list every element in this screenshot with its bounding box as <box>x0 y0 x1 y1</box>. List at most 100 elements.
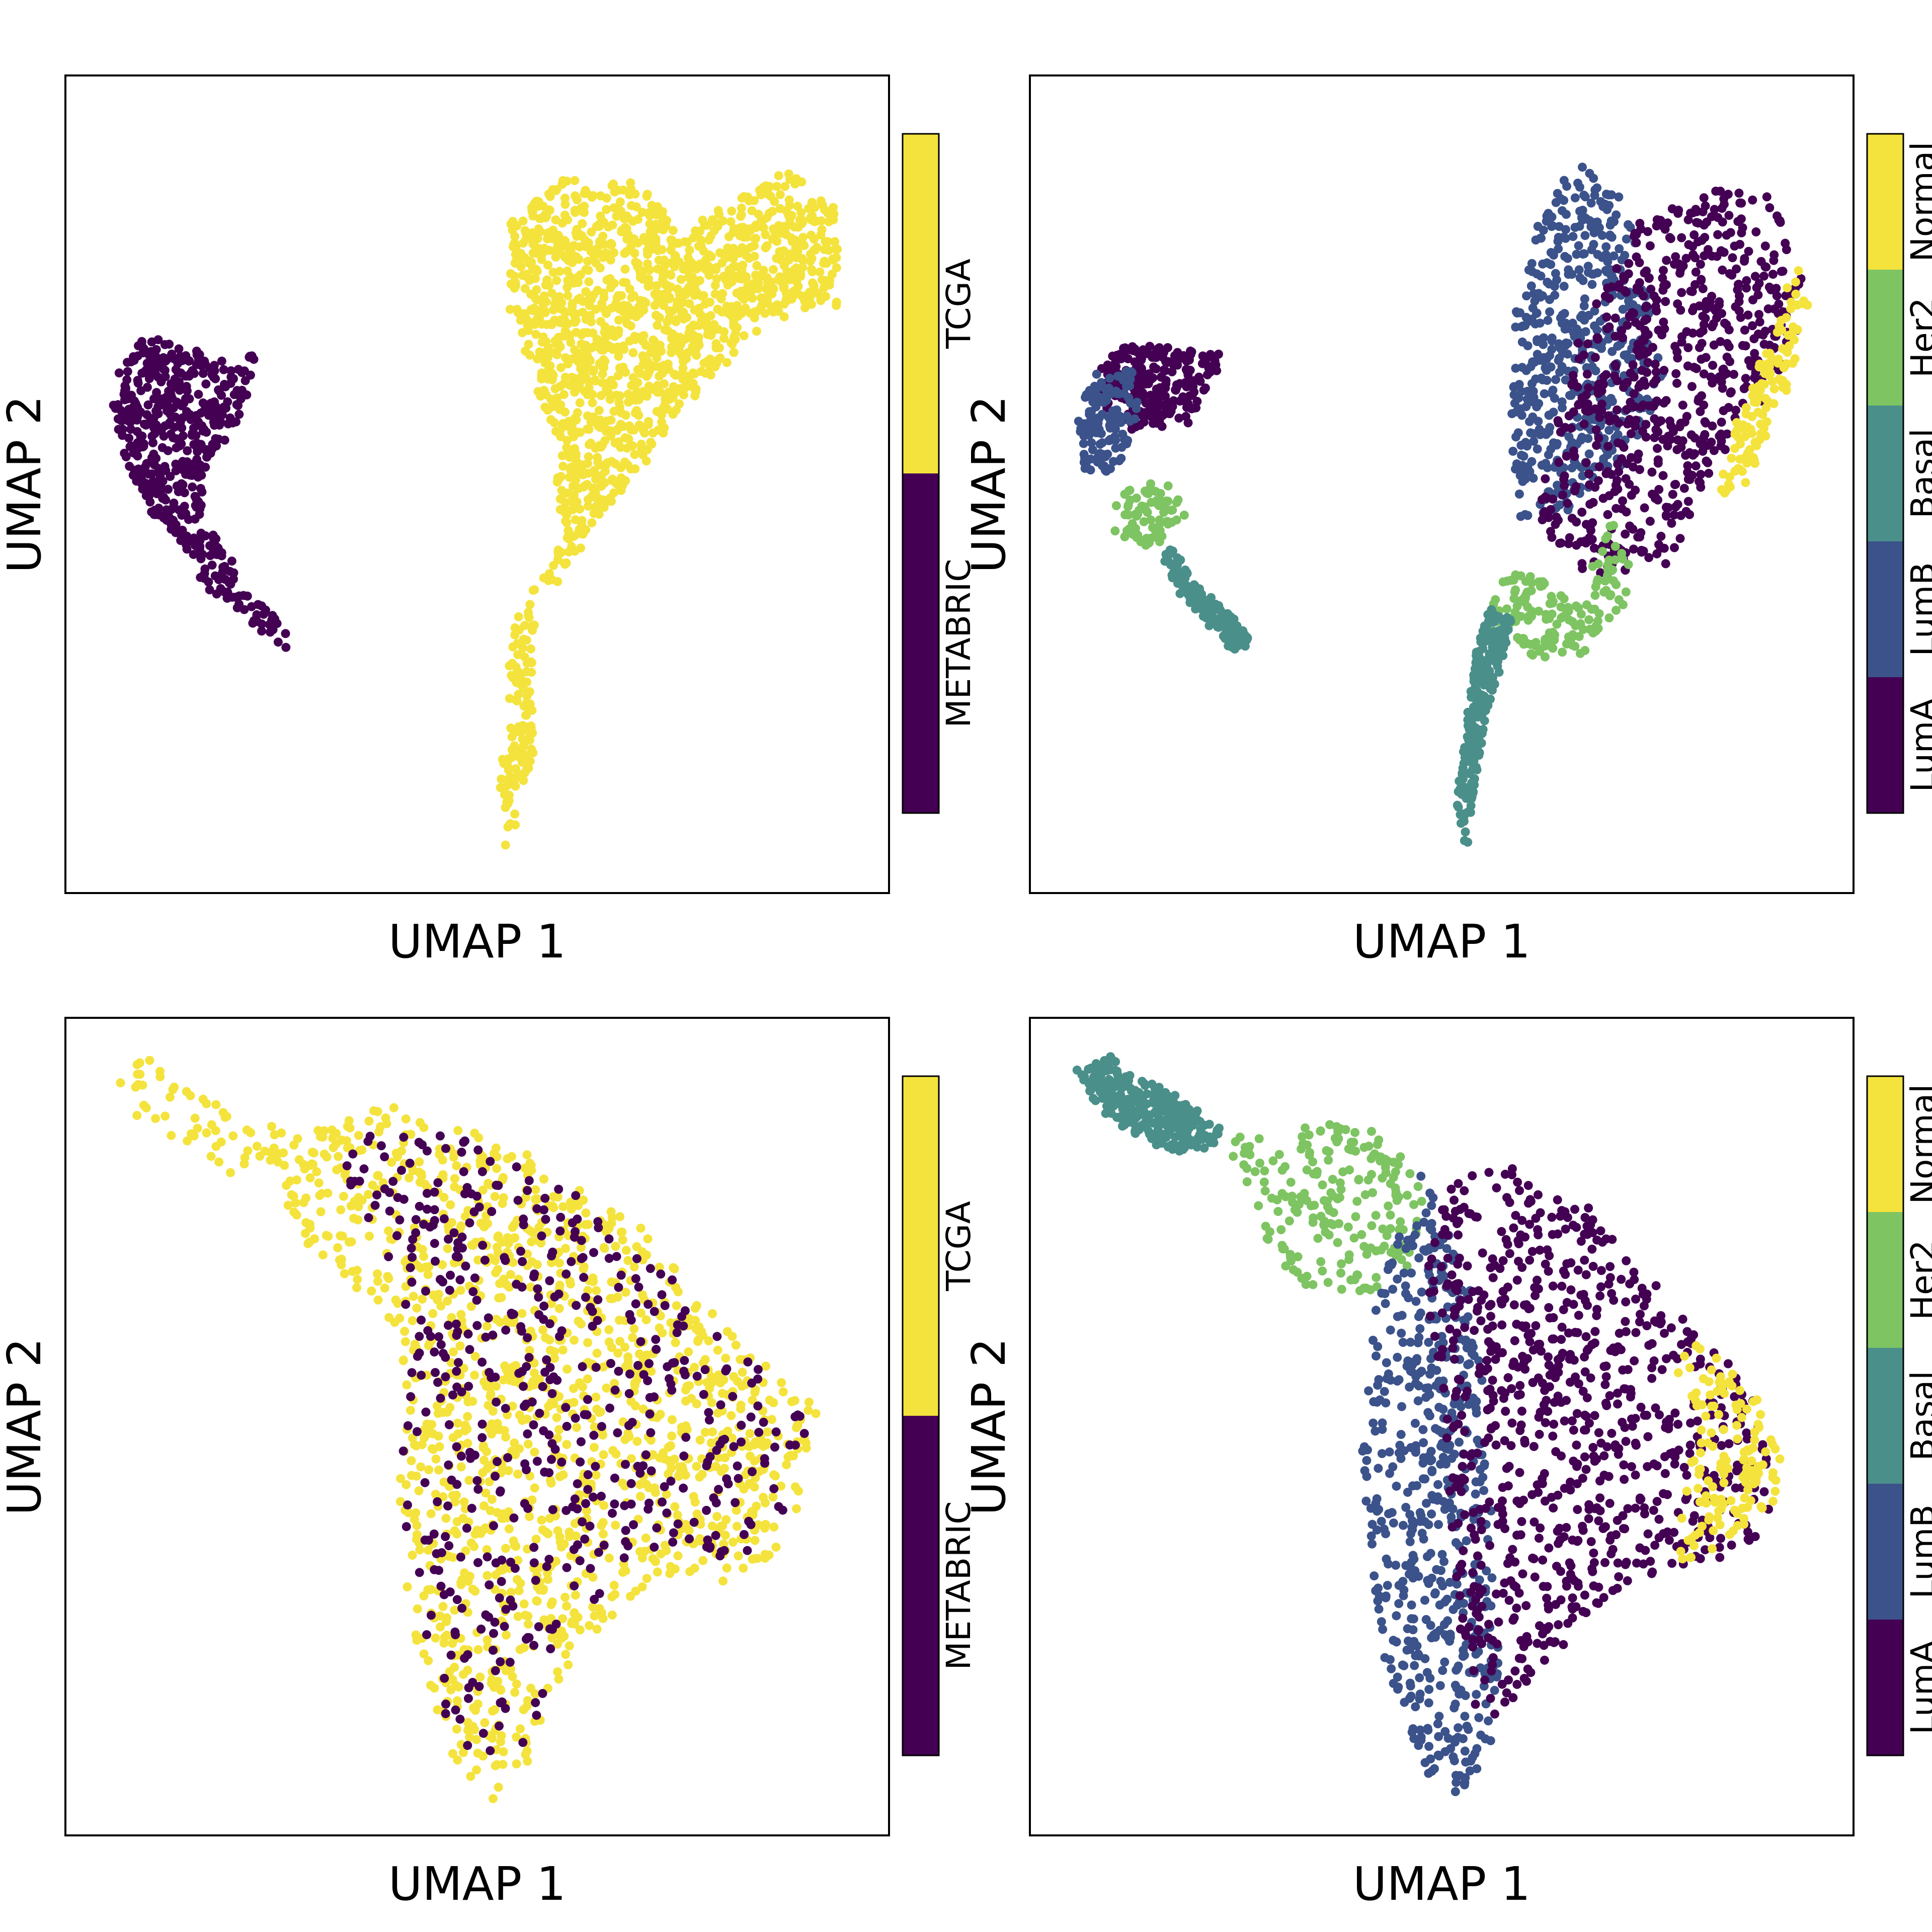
scatter-point <box>683 285 692 294</box>
scatter-point <box>1161 549 1171 559</box>
scatter-point <box>197 470 206 480</box>
scatter-point <box>164 354 173 363</box>
scatter-point <box>1765 203 1775 212</box>
scatter-point <box>655 362 664 372</box>
scatter-point <box>1173 495 1183 505</box>
scatter-point <box>210 413 220 422</box>
scatter-point <box>1135 421 1145 430</box>
scatter-point <box>318 1250 328 1260</box>
scatter-point <box>1736 214 1746 224</box>
scatter-point <box>563 215 572 224</box>
scatter-point <box>565 534 574 544</box>
scatter-point <box>539 573 548 583</box>
scatter-point <box>1533 444 1542 454</box>
scatter-point <box>628 348 638 357</box>
scatter-point <box>1474 695 1484 704</box>
scatter-point <box>577 520 586 530</box>
scatter-point <box>1579 419 1589 429</box>
scatter-point <box>144 491 154 500</box>
scatter-point <box>1610 371 1620 381</box>
scatter-point <box>475 1672 485 1682</box>
scatter-point <box>1469 707 1479 716</box>
scatter-point <box>810 203 820 212</box>
scatter-point <box>1597 253 1607 262</box>
scatter-point <box>806 257 815 266</box>
scatter-point <box>227 556 236 566</box>
scatter-point <box>721 1353 731 1363</box>
scatter-point <box>1711 306 1720 315</box>
scatter-point <box>1719 406 1728 416</box>
scatter-point <box>157 443 167 452</box>
scatter-point <box>182 531 192 541</box>
scatter-point <box>558 1202 568 1212</box>
scatter-point <box>1724 211 1734 220</box>
scatter-point <box>630 249 639 258</box>
scatter-point <box>559 379 569 388</box>
scatter-point <box>769 1522 779 1532</box>
scatter-point <box>646 438 656 447</box>
scatter-point <box>1559 282 1569 291</box>
scatter-point <box>578 370 587 380</box>
scatter-point <box>1231 632 1240 642</box>
scatter-point <box>623 214 633 223</box>
scatter-point <box>519 740 529 749</box>
scatter-point <box>1618 333 1628 343</box>
scatter-point <box>1092 369 1101 379</box>
scatter-point <box>1550 630 1560 640</box>
scatter-point <box>1579 190 1589 200</box>
scatter-point <box>626 425 636 435</box>
scatter-point <box>573 295 583 304</box>
scatter-point <box>273 637 283 647</box>
scatter-point <box>581 186 590 195</box>
scatter-point <box>1612 606 1621 615</box>
scatter-point <box>714 343 724 353</box>
scatter-point <box>1579 350 1589 360</box>
scatter-point <box>408 1551 417 1560</box>
scatter-point <box>539 385 549 395</box>
scatter-point <box>1554 244 1563 254</box>
scatter-point <box>523 1612 533 1621</box>
scatter-point <box>1133 510 1143 519</box>
scatter-point <box>1554 515 1563 525</box>
scatter-point <box>762 273 772 282</box>
scatter-point <box>612 293 622 302</box>
scatter-point <box>524 273 534 283</box>
scatter-point <box>1611 313 1620 323</box>
scatter-point <box>1590 591 1600 600</box>
scatter-point <box>588 191 598 200</box>
scatter-point <box>520 284 530 293</box>
scatter-point <box>1628 300 1638 309</box>
scatter-point <box>633 365 642 374</box>
scatter-point <box>662 216 672 225</box>
scatter-point <box>812 216 821 226</box>
scatter-point <box>548 371 558 380</box>
scatter-point <box>1659 266 1668 275</box>
scatter-point <box>1717 432 1726 442</box>
scatter-point <box>1593 616 1602 626</box>
scatter-point <box>1191 604 1200 614</box>
scatter-point <box>683 253 693 263</box>
scatter-point <box>126 441 136 451</box>
scatter-point <box>530 585 539 595</box>
scatter-point <box>608 474 617 484</box>
scatter-point <box>1587 280 1597 289</box>
scatter-point <box>618 307 628 316</box>
scatter-point <box>573 195 582 204</box>
scatter-point <box>739 331 749 341</box>
scatter-point <box>133 412 142 421</box>
scatter-point <box>247 602 256 611</box>
scatter-point <box>709 359 719 369</box>
scatter-point <box>198 398 208 408</box>
scatter-point <box>620 265 630 274</box>
scatter-point <box>1551 198 1561 207</box>
scatter-point <box>1715 372 1724 381</box>
scatter-point <box>602 416 611 426</box>
scatter-point <box>1569 407 1578 417</box>
scatter-point <box>1659 543 1669 553</box>
scatter-point <box>147 469 156 478</box>
colorbar-segment <box>1867 270 1903 406</box>
scatter-point <box>642 259 652 269</box>
scatter-point <box>188 463 197 472</box>
scatter-point <box>600 500 609 509</box>
